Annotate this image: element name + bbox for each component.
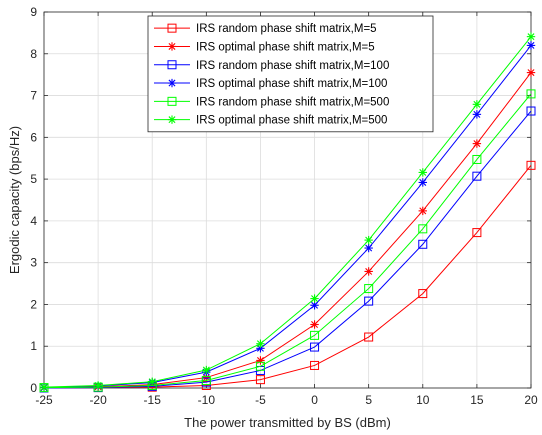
series-3 <box>39 106 536 393</box>
data-point <box>472 171 482 181</box>
legend-marker <box>167 78 177 88</box>
x-tick-label: 15 <box>470 393 484 407</box>
x-tick-label: -25 <box>35 393 53 407</box>
data-point <box>418 206 427 216</box>
series-line <box>43 93 532 389</box>
y-tick-label: 3 <box>30 256 37 270</box>
y-tick-label: 1 <box>30 339 37 353</box>
data-point <box>39 382 49 392</box>
y-tick-label: 0 <box>30 381 37 395</box>
x-tick-label: -5 <box>255 393 266 407</box>
data-point <box>310 294 319 303</box>
y-tick-label: 4 <box>30 214 37 228</box>
data-point <box>256 339 265 348</box>
legend-label: IRS random phase shift matrix,M=5 <box>196 23 377 35</box>
legend-marker <box>167 23 177 33</box>
data-point <box>472 100 482 109</box>
series-line <box>43 110 532 389</box>
data-point <box>472 154 482 164</box>
legend-item: IRS random phase shift matrix,M=500 <box>154 96 389 108</box>
axis-ticks: -25 -20 -15 -10 -5 0 5 10 15 20 0 1 2 3 4 5 6 7 8 9 <box>30 5 538 407</box>
legend-label: IRS optimal phase shift matrix,M=5 <box>196 41 375 53</box>
x-axis-label: The power transmitted by BS (dBm) <box>184 415 391 430</box>
legend-label: IRS random phase shift matrix,M=500 <box>196 96 389 108</box>
legend-marker <box>167 115 177 124</box>
legend-label: IRS optimal phase shift matrix,M=100 <box>196 78 387 90</box>
legend-item: IRS optimal phase shift matrix,M=500 <box>154 115 387 127</box>
legend-item: IRS optimal phase shift matrix,M=100 <box>154 78 387 90</box>
y-tick-label: 8 <box>30 47 37 61</box>
x-tick-label: -20 <box>89 393 107 407</box>
series-line <box>43 36 532 388</box>
data-point <box>148 377 157 386</box>
data-point <box>526 32 536 41</box>
legend-marker <box>167 42 177 51</box>
y-tick-label: 7 <box>30 89 37 103</box>
legend-item: IRS optimal phase shift matrix,M=5 <box>154 41 375 53</box>
data-point <box>418 168 427 177</box>
series-group <box>39 32 536 393</box>
data-point <box>255 375 265 385</box>
data-point <box>256 356 265 365</box>
x-tick-label: 0 <box>311 393 318 407</box>
legend-item: IRS random phase shift matrix,M=100 <box>154 60 389 72</box>
x-tick-label: -10 <box>198 393 216 407</box>
data-point <box>364 284 374 294</box>
y-tick-label: 9 <box>30 5 37 19</box>
data-point <box>93 381 103 390</box>
series-line <box>43 165 532 389</box>
data-point <box>364 296 374 306</box>
y-tick-label: 6 <box>30 130 37 144</box>
data-point <box>472 228 482 238</box>
data-point <box>310 360 320 370</box>
legend-item: IRS random phase shift matrix,M=5 <box>154 23 377 35</box>
legend: IRS random phase shift matrix,M=5 IRS opt… <box>147 15 434 133</box>
data-point <box>201 375 211 385</box>
series-line <box>43 72 532 389</box>
data-point <box>418 178 427 187</box>
x-tick-label: -15 <box>144 393 162 407</box>
data-point <box>310 342 320 352</box>
data-point <box>472 110 482 119</box>
y-axis-label: Ergodic capacity (bps/Hz) <box>7 126 22 274</box>
data-point <box>364 332 374 342</box>
legend-label: IRS random phase shift matrix,M=100 <box>196 60 389 72</box>
series-6 <box>39 32 536 392</box>
data-point <box>202 365 211 375</box>
legend-marker <box>167 96 177 106</box>
data-point <box>526 89 536 99</box>
data-point <box>418 289 428 299</box>
y-tick-label: 5 <box>30 172 37 186</box>
x-tick-label: 10 <box>416 393 430 407</box>
plot-area <box>43 11 532 389</box>
data-point <box>364 267 373 276</box>
data-point <box>526 106 536 116</box>
data-point <box>418 224 428 234</box>
legend-label: IRS optimal phase shift matrix,M=500 <box>196 115 387 127</box>
data-point <box>472 139 482 148</box>
series-line <box>43 45 532 389</box>
data-point <box>364 243 373 253</box>
data-point <box>364 235 373 245</box>
data-point <box>526 160 536 170</box>
data-point <box>526 41 536 50</box>
x-tick-label: 20 <box>524 393 538 407</box>
data-point <box>418 239 428 249</box>
legend-box <box>147 15 434 133</box>
y-tick-label: 2 <box>30 297 37 311</box>
data-point <box>310 330 320 340</box>
data-point <box>310 320 319 329</box>
legend-marker <box>167 60 177 70</box>
data-point <box>526 68 536 77</box>
x-tick-label: 5 <box>365 393 372 407</box>
data-point <box>255 361 265 371</box>
